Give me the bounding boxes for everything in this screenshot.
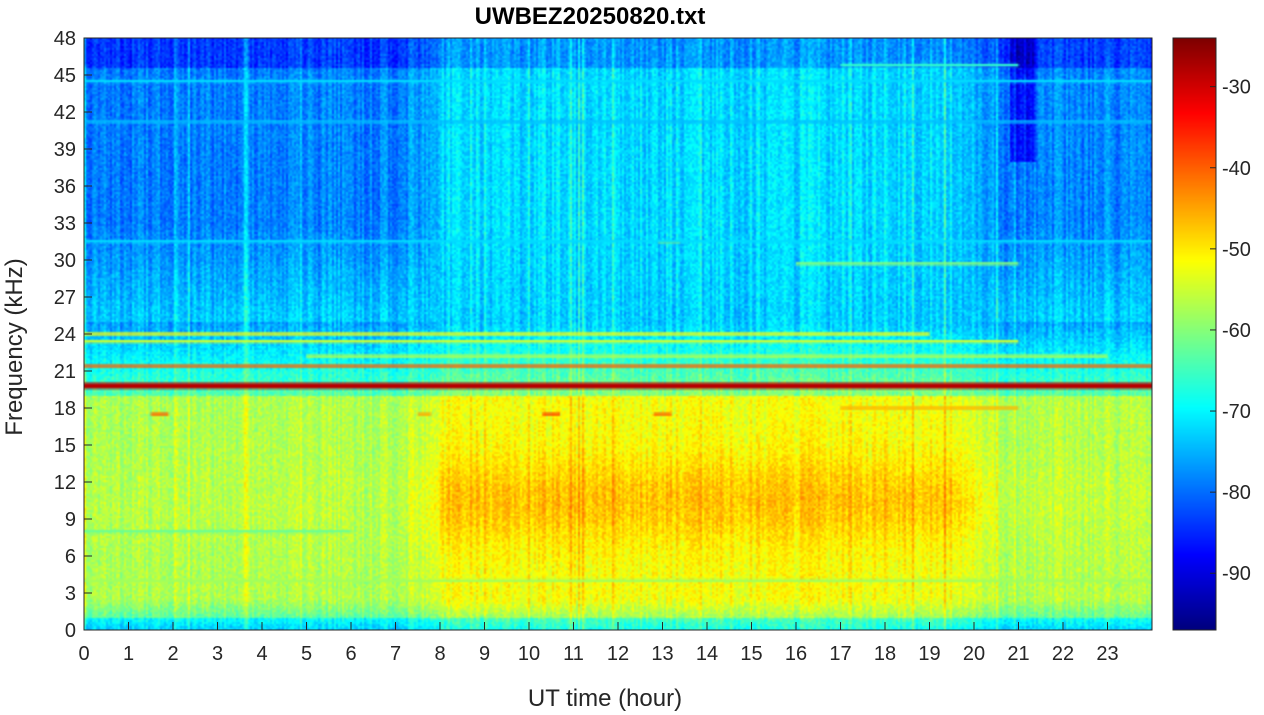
x-tick-label: 17 bbox=[829, 643, 851, 665]
colorbar-gradient bbox=[1173, 38, 1216, 630]
y-tick-label: 15 bbox=[54, 435, 76, 457]
x-tick-label: 10 bbox=[518, 643, 540, 665]
colorbar-tick-label: -70 bbox=[1222, 401, 1251, 423]
x-tick-label: 13 bbox=[651, 643, 673, 665]
colorbar-tick-label: -40 bbox=[1222, 158, 1251, 180]
y-tick-label: 0 bbox=[65, 620, 76, 642]
x-tick-label: 15 bbox=[740, 643, 762, 665]
y-tick-label: 21 bbox=[54, 361, 76, 383]
colorbar: -30 -40 -50 -60 -70 -80 -90 bbox=[1172, 37, 1251, 631]
x-tick-label: 12 bbox=[607, 643, 629, 665]
x-tick-label: 6 bbox=[345, 643, 356, 665]
colorbar-tick-label: -90 bbox=[1222, 563, 1251, 585]
y-tick-label: 3 bbox=[65, 583, 76, 605]
colorbar-ticks: -30 -40 -50 -60 -70 -80 -90 bbox=[1210, 77, 1251, 585]
y-tick-label: 36 bbox=[54, 176, 76, 198]
x-tick-label: 9 bbox=[479, 643, 490, 665]
x-tick-label: 3 bbox=[212, 643, 223, 665]
y-tick-label: 42 bbox=[54, 102, 76, 124]
x-tick-label: 22 bbox=[1052, 643, 1074, 665]
y-tick-label: 48 bbox=[54, 28, 76, 50]
y-tick-label: 24 bbox=[54, 324, 76, 346]
y-axis-label: Frequency (kHz) bbox=[1, 258, 28, 435]
x-tick-label: 5 bbox=[301, 643, 312, 665]
chart-title: UWBEZ20250820.txt bbox=[475, 3, 706, 30]
colorbar-tick-label: -30 bbox=[1222, 77, 1251, 99]
x-tick-label: 20 bbox=[963, 643, 985, 665]
colorbar-frame bbox=[1172, 37, 1217, 631]
colorbar-tick-label: -50 bbox=[1222, 239, 1251, 261]
plot-area bbox=[83, 37, 1153, 631]
y-tick-label: 18 bbox=[54, 398, 76, 420]
y-tick-label: 6 bbox=[65, 546, 76, 568]
x-tick-label: 2 bbox=[167, 643, 178, 665]
x-tick-label: 16 bbox=[785, 643, 807, 665]
x-tick-label: 23 bbox=[1096, 643, 1118, 665]
x-tick-label: 4 bbox=[256, 643, 267, 665]
x-axis-ticks: 0 1 2 3 4 5 6 7 8 9 10 11 12 13 14 15 16 17 18 19 20 21 22 23 bbox=[78, 622, 1119, 665]
y-tick-label: 12 bbox=[54, 472, 76, 494]
x-tick-label: 0 bbox=[78, 643, 89, 665]
x-tick-label: 8 bbox=[434, 643, 445, 665]
y-tick-label: 33 bbox=[54, 213, 76, 235]
y-tick-label: 9 bbox=[65, 509, 76, 531]
y-tick-label: 27 bbox=[54, 287, 76, 309]
x-tick-label: 11 bbox=[563, 643, 584, 665]
x-axis-label: UT time (hour) bbox=[528, 685, 682, 712]
x-tick-label: 14 bbox=[696, 643, 718, 665]
x-tick-label: 7 bbox=[390, 643, 401, 665]
x-tick-label: 1 bbox=[123, 643, 134, 665]
y-tick-label: 30 bbox=[54, 250, 76, 272]
spectrogram-heatmap bbox=[84, 38, 1152, 630]
x-tick-label: 21 bbox=[1007, 643, 1029, 665]
y-tick-label: 45 bbox=[54, 65, 76, 87]
x-tick-label: 18 bbox=[874, 643, 896, 665]
x-tick-label: 19 bbox=[918, 643, 940, 665]
colorbar-tick-label: -60 bbox=[1222, 320, 1251, 342]
colorbar-tick-label: -80 bbox=[1222, 482, 1251, 504]
y-tick-label: 39 bbox=[54, 139, 76, 161]
